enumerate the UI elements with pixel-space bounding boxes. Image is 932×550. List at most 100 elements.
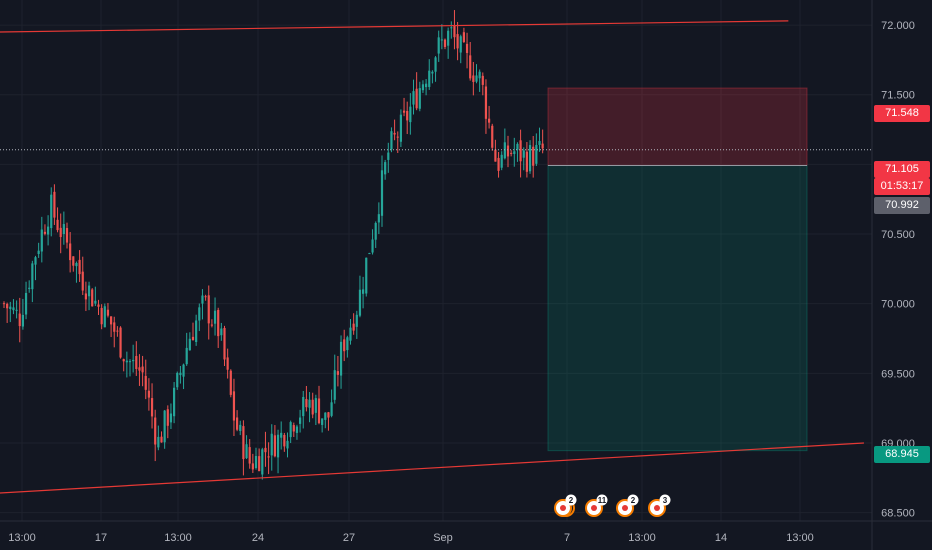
candle-down bbox=[497, 157, 500, 171]
candle-up bbox=[286, 440, 289, 449]
candle-down bbox=[267, 456, 270, 458]
event-markers[interactable]: 2 11 2 3 bbox=[554, 494, 671, 517]
trend-line-lower bbox=[0, 442, 864, 494]
candle-up bbox=[522, 150, 525, 158]
time-axis[interactable]: 13:00 17 13:00 24 27 Sep 7 13:00 14 13:00 bbox=[8, 532, 814, 544]
event-marker[interactable]: 2 bbox=[616, 494, 639, 517]
candle-down bbox=[258, 456, 261, 472]
candle-down bbox=[119, 327, 122, 358]
channel-lines[interactable] bbox=[0, 20, 864, 494]
entry-price-tag: 70.992 bbox=[874, 197, 930, 214]
candle-up bbox=[24, 292, 28, 315]
candle-down bbox=[150, 398, 154, 417]
candle-up bbox=[447, 30, 450, 46]
candle-up bbox=[173, 387, 176, 417]
candle-up bbox=[254, 456, 258, 469]
candle-up bbox=[371, 239, 374, 253]
candle-up bbox=[387, 152, 390, 160]
candle-down bbox=[236, 417, 239, 430]
candle-up bbox=[437, 37, 440, 54]
candle-up bbox=[220, 328, 223, 336]
time-tick-label: 14 bbox=[715, 532, 727, 544]
candle-down bbox=[78, 259, 81, 275]
candle-down bbox=[494, 149, 497, 162]
candle-down bbox=[402, 110, 406, 113]
time-tick-label: 13:00 bbox=[164, 532, 192, 544]
candle-down bbox=[248, 447, 251, 464]
candle-down bbox=[204, 296, 207, 298]
candle-down bbox=[510, 152, 513, 154]
candle-down bbox=[519, 140, 522, 162]
event-marker[interactable]: 11 bbox=[585, 494, 608, 517]
candle-up bbox=[289, 422, 292, 438]
candle-down bbox=[491, 125, 494, 148]
candle-up bbox=[50, 194, 53, 229]
candle-up bbox=[330, 402, 333, 416]
time-tick-label: Sep bbox=[433, 532, 453, 544]
stop-loss-zone bbox=[547, 87, 808, 166]
candle-up bbox=[459, 36, 462, 53]
candle-down bbox=[116, 330, 119, 332]
candle-down bbox=[415, 88, 418, 109]
candle-down bbox=[264, 447, 267, 453]
candle-down bbox=[541, 143, 544, 149]
time-tick-label: 13:00 bbox=[628, 532, 656, 544]
candle-down bbox=[69, 243, 72, 261]
candle-up bbox=[431, 71, 434, 74]
candle-down bbox=[154, 417, 157, 445]
price-tick-label: 68.500 bbox=[881, 508, 915, 520]
candle-up bbox=[31, 263, 34, 290]
candle-down bbox=[443, 39, 447, 47]
event-count-badge bbox=[596, 494, 608, 506]
candle-up bbox=[513, 151, 516, 154]
candle-down bbox=[292, 425, 295, 432]
candle-down bbox=[65, 228, 69, 243]
candle-down bbox=[97, 304, 100, 307]
candle-up bbox=[185, 347, 188, 365]
time-tick-label: 13:00 bbox=[786, 532, 814, 544]
candle-down bbox=[223, 327, 226, 360]
candle-down bbox=[456, 34, 459, 49]
candle-up bbox=[62, 224, 65, 235]
candle-up bbox=[132, 359, 135, 362]
candle-up bbox=[358, 289, 362, 316]
candle-down bbox=[6, 303, 9, 309]
candle-up bbox=[399, 114, 402, 142]
event-count-badge bbox=[659, 494, 671, 506]
candle-up bbox=[198, 307, 201, 321]
price-tick-label: 70.000 bbox=[881, 299, 915, 311]
event-center-icon bbox=[622, 505, 628, 511]
candle-down bbox=[217, 309, 220, 337]
price-tick-label: 72.000 bbox=[881, 20, 915, 32]
position-zones[interactable] bbox=[547, 87, 808, 452]
candle-down bbox=[343, 339, 346, 352]
candle-up bbox=[390, 131, 393, 150]
candle-up bbox=[299, 417, 302, 424]
candle-up bbox=[346, 337, 349, 351]
candle-down bbox=[122, 359, 125, 362]
candle-down bbox=[100, 308, 103, 325]
candle-down bbox=[525, 151, 528, 172]
candle-up bbox=[535, 144, 538, 164]
candle-down bbox=[462, 32, 465, 43]
time-tick-label: 24 bbox=[252, 532, 264, 544]
candle-down bbox=[317, 398, 321, 424]
price-axis[interactable]: 72.00071.50071.00070.50070.00069.50069.0… bbox=[881, 20, 915, 520]
event-marker[interactable]: 2 bbox=[554, 494, 577, 517]
candle-up bbox=[21, 314, 24, 327]
current-price-tag: 71.105 bbox=[874, 161, 930, 178]
candle-up bbox=[434, 57, 437, 72]
event-count-label: 2 bbox=[569, 496, 574, 505]
candle-down bbox=[59, 227, 62, 238]
candle-down bbox=[273, 435, 276, 457]
candle-down bbox=[336, 371, 339, 375]
candle-up bbox=[421, 84, 425, 91]
candle-down bbox=[226, 357, 229, 370]
time-tick-label: 13:00 bbox=[8, 532, 36, 544]
event-marker[interactable]: 3 bbox=[648, 494, 671, 517]
candle-down bbox=[210, 324, 213, 326]
candle-down bbox=[2, 303, 6, 305]
candle-down bbox=[147, 390, 150, 398]
candle-up bbox=[9, 306, 12, 310]
